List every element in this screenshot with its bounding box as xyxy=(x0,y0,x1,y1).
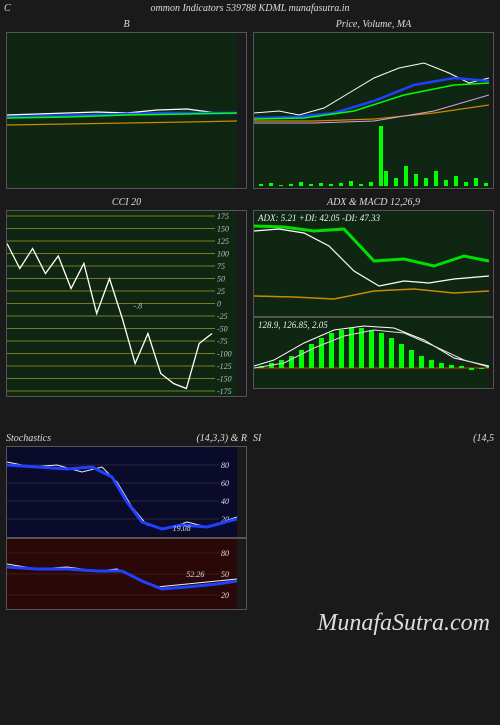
panel-stoch-lower: 80 50 20 52.26 xyxy=(6,538,247,610)
panel-b-wrap: B xyxy=(6,19,247,189)
svg-text:-50: -50 xyxy=(217,325,228,334)
panel-price-wrap: Price, Volume, MA xyxy=(253,19,494,189)
svg-text:80: 80 xyxy=(221,549,229,558)
panel-cci-wrap: CCI 20 175 150 125 100 75 50 25 0 -25 -50 -75 -100 -… xyxy=(6,197,247,397)
svg-text:-.8: -.8 xyxy=(134,302,143,311)
panel-adx-wrap: ADX & MACD 12,26,9 ADX: 5.21 +DI: 42.05 … xyxy=(253,197,494,397)
svg-text:50: 50 xyxy=(217,275,225,284)
panel-b xyxy=(6,32,247,189)
svg-text:125: 125 xyxy=(217,237,229,246)
svg-text:52.26: 52.26 xyxy=(186,570,204,579)
svg-text:175: 175 xyxy=(217,212,229,221)
panel-stoch-title: Stochastics (14,3,3) & R xyxy=(6,433,247,446)
svg-text:-150: -150 xyxy=(217,375,232,384)
header-center: ommon Indicators 539788 KDML munafasutra… xyxy=(151,3,350,14)
panel-price xyxy=(253,32,494,189)
svg-text:60: 60 xyxy=(221,479,229,488)
svg-text:50: 50 xyxy=(221,570,229,579)
svg-text:150: 150 xyxy=(217,225,229,234)
panel-stoch-upper: 8060402019.08 xyxy=(6,446,247,538)
rsi-title-right: (14,5 xyxy=(473,433,494,444)
svg-text:80: 80 xyxy=(221,461,229,470)
panel-adx: ADX: 5.21 +DI: 42.05 -DI: 47.33 xyxy=(253,210,494,317)
stoch-title-right: (14,3,3) & R xyxy=(196,433,247,444)
svg-text:40: 40 xyxy=(221,497,229,506)
panel-cci: 175 150 125 100 75 50 25 0 -25 -50 -75 -100 -125 -150… xyxy=(6,210,247,397)
row-price: B Price, Volume, MA xyxy=(0,17,500,195)
svg-text:75: 75 xyxy=(217,262,225,271)
svg-text:-100: -100 xyxy=(217,350,232,359)
row-indicators: CCI 20 175 150 125 100 75 50 25 0 -25 -50 -75 -100 -… xyxy=(0,195,500,403)
stoch-title-left: Stochastics xyxy=(6,433,51,444)
header-left: C xyxy=(4,3,11,14)
svg-text:25: 25 xyxy=(217,287,225,296)
row-stoch: Stochastics (14,3,3) & R 80 60 40 20 19.08 8… xyxy=(0,431,500,616)
panel-cci-title: CCI 20 xyxy=(6,197,247,210)
svg-text:20: 20 xyxy=(221,591,229,600)
rsi-title-left: SI xyxy=(253,433,261,444)
page-header: C ommon Indicators 539788 KDML munafasut… xyxy=(0,0,500,17)
panel-rsi-title: SI (14,5 xyxy=(253,433,494,446)
svg-text:100: 100 xyxy=(217,250,229,259)
panel-price-title: Price, Volume, MA xyxy=(253,19,494,32)
spacer xyxy=(0,403,500,431)
panel-macd: 128.9, 126.85, 2.05 xyxy=(253,317,494,389)
adx-label: ADX: 5.21 +DI: 42.05 -DI: 47.33 xyxy=(258,213,380,223)
panel-rsi-wrap: SI (14,5 xyxy=(253,433,494,610)
panel-stoch-wrap: Stochastics (14,3,3) & R 80 60 40 20 19.08 8… xyxy=(6,433,247,610)
svg-text:-25: -25 xyxy=(217,312,228,321)
panel-b-title: B xyxy=(6,19,247,32)
svg-text:-175: -175 xyxy=(217,387,232,396)
svg-text:-125: -125 xyxy=(217,362,232,371)
svg-text:19.08: 19.08 xyxy=(173,524,191,533)
panel-adx-title: ADX & MACD 12,26,9 xyxy=(253,197,494,210)
svg-text:-75: -75 xyxy=(217,337,228,346)
macd-label: 128.9, 126.85, 2.05 xyxy=(258,320,328,330)
svg-text:0: 0 xyxy=(217,300,221,309)
